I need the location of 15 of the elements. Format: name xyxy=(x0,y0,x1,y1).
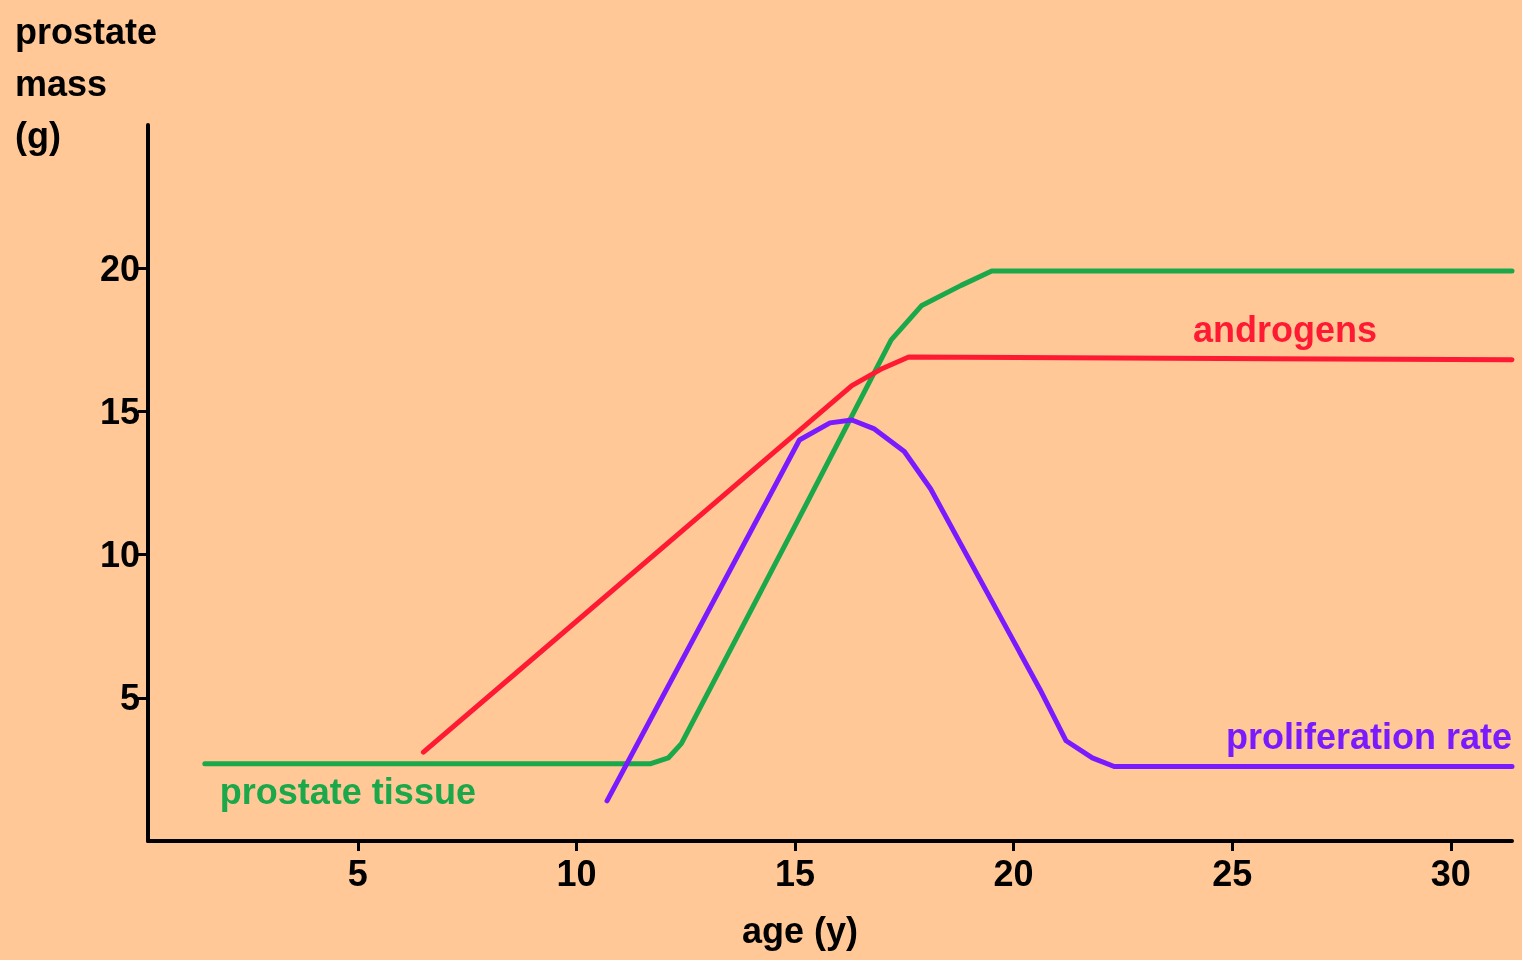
series-label: proliferation rate xyxy=(1225,716,1512,758)
y-tick-label: 10 xyxy=(99,534,140,576)
x-tick-label: 20 xyxy=(993,852,1034,894)
y-tick-label: 20 xyxy=(99,247,140,289)
x-tick-label: 10 xyxy=(556,852,597,894)
x-tick-label: 25 xyxy=(1212,852,1253,894)
x-tick-label: 5 xyxy=(347,852,368,894)
y-axis-title: prostate mass (g) xyxy=(15,10,158,156)
x-tick-label: 30 xyxy=(1430,852,1471,894)
y-tick-label: 5 xyxy=(119,677,140,719)
series-label: prostate tissue xyxy=(219,771,476,813)
x-axis-title: age (y) xyxy=(741,909,859,951)
y-tick-label: 15 xyxy=(99,390,140,432)
x-tick-label: 15 xyxy=(775,852,816,894)
series-label: androgens xyxy=(1192,309,1377,351)
